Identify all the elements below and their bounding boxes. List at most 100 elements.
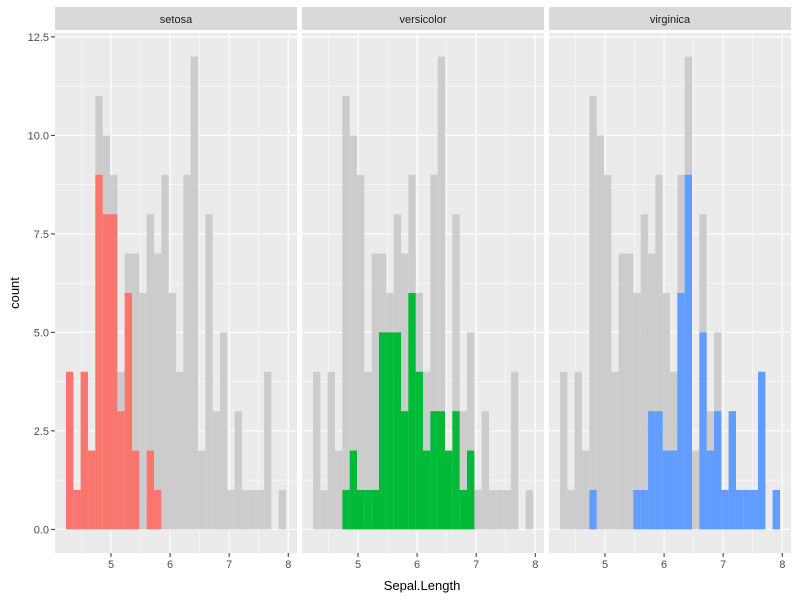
virginica-bar <box>706 450 715 530</box>
facet-strip-label: versicolor <box>399 14 446 26</box>
facet-strip <box>549 7 791 30</box>
x-tick-label: 7 <box>226 559 232 571</box>
background-bar <box>691 450 700 530</box>
background-bar <box>662 293 671 530</box>
setosa-bar <box>124 293 132 530</box>
versicolor-bar <box>422 450 431 530</box>
background-bar <box>190 56 198 530</box>
virginica-bar <box>648 411 656 530</box>
background-bar <box>264 371 272 530</box>
x-tick-label: 8 <box>779 559 785 571</box>
virginica-bar <box>721 489 729 530</box>
setosa-bar <box>65 371 74 530</box>
setosa-bar <box>95 174 103 530</box>
virginica-bar <box>640 489 649 530</box>
versicolor-bar <box>393 332 402 530</box>
setosa-bar <box>131 450 140 530</box>
virginica-bar <box>758 371 766 530</box>
facet-strip-label: setosa <box>160 14 193 26</box>
background-bar <box>320 489 328 530</box>
virginica-bar <box>750 489 759 530</box>
background-bar <box>146 214 155 530</box>
background-bar <box>401 253 409 530</box>
background-bar <box>474 489 482 530</box>
versicolor-bar <box>364 489 372 530</box>
background-bar <box>589 96 597 530</box>
setosa-bar <box>102 214 111 530</box>
facet-strip <box>55 7 297 30</box>
versicolor-bar <box>342 489 350 530</box>
background-bar <box>503 489 512 530</box>
versicolor-bar <box>415 371 424 530</box>
facet-panels: setosa 5 6 7 8 versicolor 5 6 7 8 virginica 5 6 7 8 <box>55 7 791 571</box>
y-axis-title: count <box>7 277 22 309</box>
background-bar <box>574 371 582 530</box>
virginica-bar <box>714 411 722 530</box>
background-bar <box>220 332 228 530</box>
background-bar <box>168 293 177 530</box>
virginica-bar <box>684 174 692 530</box>
virginica-bar <box>772 489 781 530</box>
background-bar <box>197 450 206 530</box>
x-axis-title: Sepal.Length <box>384 578 461 593</box>
background-bar <box>327 371 335 530</box>
setosa-bar <box>110 214 118 530</box>
background-bar <box>205 214 213 530</box>
background-bar <box>241 489 250 530</box>
background-bar <box>131 253 140 530</box>
versicolor-bar <box>437 411 445 530</box>
setosa-bar <box>73 489 81 530</box>
x-tick-label: 7 <box>720 559 726 571</box>
background-bar <box>488 489 497 530</box>
background-bar <box>212 411 221 530</box>
x-tick-label: 5 <box>602 559 608 571</box>
background-bar <box>234 411 242 530</box>
x-tick-label: 6 <box>167 559 173 571</box>
virginica-bar <box>728 411 736 530</box>
background-bar <box>430 174 438 530</box>
background-bar <box>312 371 321 530</box>
y-tick-label: 5.0 <box>34 327 49 339</box>
background-bar <box>648 253 656 530</box>
background-bar <box>633 293 641 530</box>
y-tick-label: 0.0 <box>34 524 49 536</box>
versicolor-bar <box>349 450 358 530</box>
background-bar <box>459 411 468 530</box>
facet-setosa: setosa 5 6 7 8 <box>55 7 297 571</box>
versicolor-bar <box>408 293 416 530</box>
background-bar <box>567 489 575 530</box>
y-tick-label: 12.5 <box>28 32 49 44</box>
background-bar <box>625 253 634 530</box>
x-tick-label: 5 <box>355 559 361 571</box>
virginica-bar <box>743 489 751 530</box>
background-bar <box>175 371 184 530</box>
background-bar <box>467 332 475 530</box>
y-tick-label: 10.0 <box>28 130 49 142</box>
x-tick-label: 5 <box>108 559 114 571</box>
versicolor-bar <box>378 332 387 530</box>
x-tick-label: 8 <box>532 559 538 571</box>
background-bar <box>452 214 460 530</box>
setosa-bar <box>117 411 125 530</box>
background-bar <box>371 253 379 530</box>
background-bar <box>256 489 265 530</box>
background-bar <box>618 253 626 530</box>
virginica-bar <box>589 489 597 530</box>
x-tick-label: 8 <box>285 559 291 571</box>
versicolor-bar <box>430 411 438 530</box>
setosa-bar <box>154 489 162 530</box>
background-bar <box>640 214 649 530</box>
versicolor-bar <box>467 450 475 530</box>
x-tick-label: 7 <box>473 559 479 571</box>
virginica-bar <box>669 450 678 530</box>
virginica-bar <box>633 489 641 530</box>
versicolor-bar <box>459 489 468 530</box>
background-bar <box>496 489 504 530</box>
setosa-bar <box>146 450 155 530</box>
background-bar <box>604 174 612 530</box>
versicolor-bar <box>371 489 379 530</box>
background-bar <box>357 174 365 530</box>
background-bar <box>655 174 663 530</box>
background-bar <box>511 371 519 530</box>
